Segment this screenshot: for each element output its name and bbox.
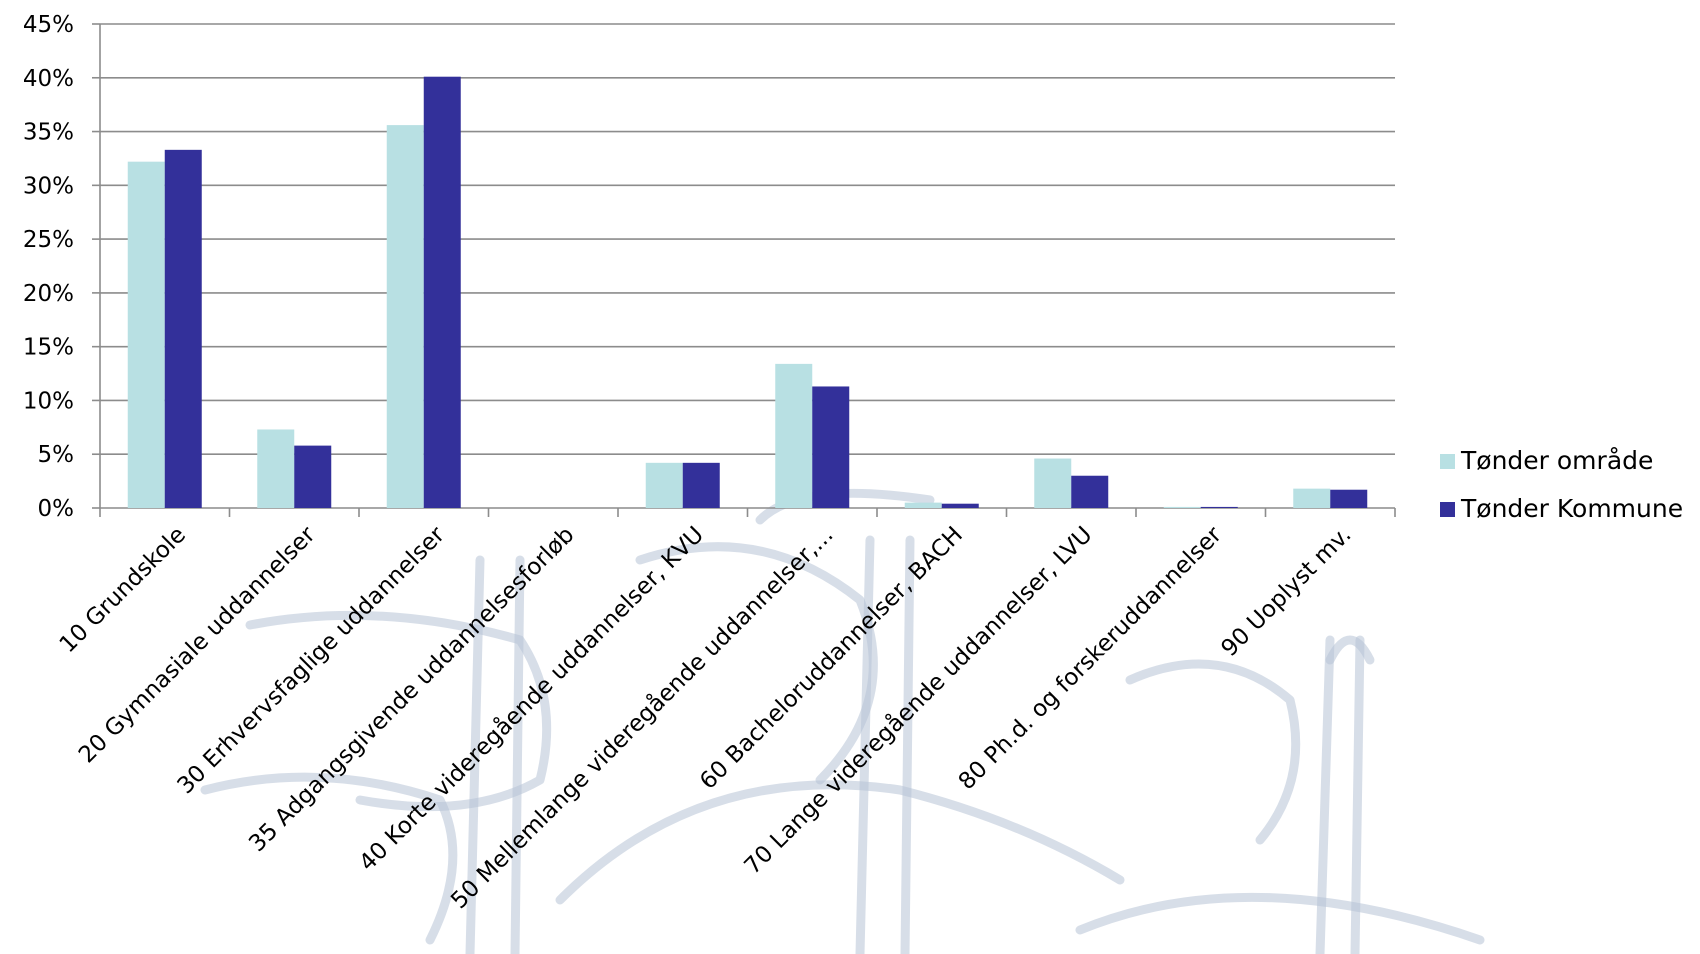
x-category-label: 20 Gymnasiale uddannelser: [74, 521, 321, 768]
bar: [294, 445, 332, 508]
bar: [127, 161, 165, 508]
bar: [1330, 489, 1368, 508]
bar: [1293, 488, 1331, 508]
bar: [682, 462, 720, 508]
y-tick-label: 45%: [23, 12, 74, 38]
legend-label: Tønder område: [1460, 446, 1653, 475]
bar: [386, 125, 424, 508]
x-category-label: 60 Bacheloruddannelser, BACH: [695, 522, 968, 795]
y-tick-label: 0%: [38, 496, 75, 522]
bar: [1200, 506, 1238, 508]
bar: [645, 462, 683, 508]
bar: [812, 386, 850, 508]
y-tick-label: 30%: [23, 173, 74, 199]
y-tick-label: 10%: [23, 388, 74, 414]
bar: [1071, 475, 1109, 508]
y-tick-label: 20%: [23, 281, 74, 307]
bar: [941, 503, 979, 508]
x-category-label: 80 Ph.d. og forskeruddannelser: [954, 521, 1228, 795]
y-axis-ticks: 0% 5% 10% 15% 20% 25% 30% 35% 40% 45%: [23, 12, 74, 522]
gridlines: [100, 23, 1395, 456]
bar: [164, 149, 202, 508]
legend-swatch: [1440, 454, 1455, 469]
bar: [423, 76, 461, 509]
y-tick-label: 25%: [23, 227, 74, 253]
bar: [257, 429, 295, 508]
x-category-label: 90 Uoplyst mv.: [1217, 522, 1357, 662]
y-tick-label: 15%: [23, 335, 74, 361]
y-tick-label: 35%: [23, 120, 74, 146]
legend-swatch: [1440, 502, 1455, 517]
x-category-label: 30 Erhvervsfaglige uddannelser: [173, 521, 451, 799]
x-category-label: 10 Grundskole: [55, 522, 191, 658]
legend: Tønder område Tønder Kommune: [1440, 446, 1683, 523]
bar: [904, 502, 942, 508]
bar: [775, 363, 813, 508]
y-tick-label: 5%: [38, 442, 75, 468]
y-tick-label: 40%: [23, 66, 74, 92]
bar: [1163, 506, 1201, 508]
bars: [127, 76, 1368, 509]
legend-label: Tønder Kommune: [1460, 494, 1683, 523]
bar: [1034, 458, 1072, 508]
